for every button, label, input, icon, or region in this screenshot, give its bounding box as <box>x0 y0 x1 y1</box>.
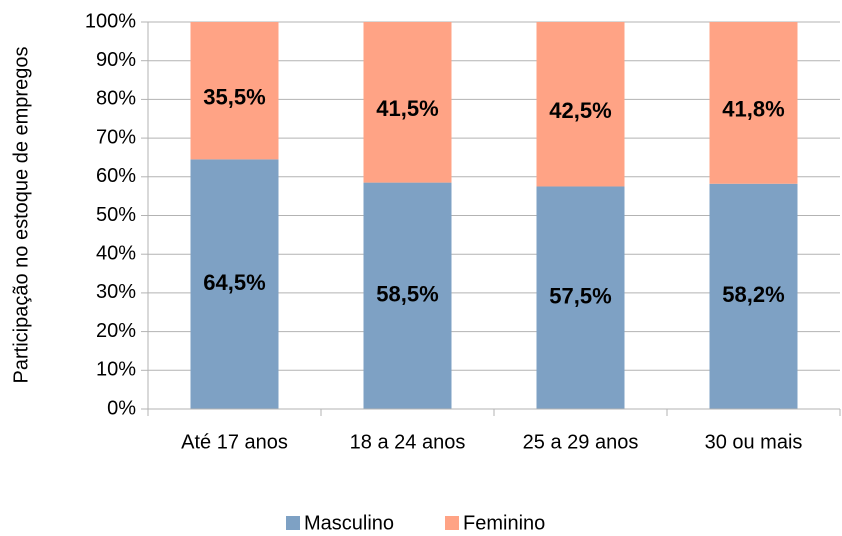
legend-swatch <box>445 516 459 530</box>
bar-segment <box>709 183 798 409</box>
y-axis-label: Participação no estoque de empregos <box>10 47 32 384</box>
bar-segment <box>709 22 798 184</box>
y-tick-label: 20% <box>96 320 136 342</box>
bar-segment <box>536 22 625 187</box>
y-tick-label: 50% <box>96 204 136 226</box>
value-label: 64,5% <box>203 270 265 295</box>
y-tick-label: 0% <box>107 397 136 419</box>
bar-segment <box>190 159 279 409</box>
bar-segment <box>363 22 452 183</box>
value-label: 35,5% <box>203 85 265 110</box>
bar-segment <box>536 186 625 409</box>
y-tick-label: 30% <box>96 281 136 303</box>
y-tick-label: 40% <box>96 242 136 264</box>
value-label: 58,5% <box>376 282 438 307</box>
y-tick-label: 80% <box>96 88 136 110</box>
bar-segment <box>190 22 279 160</box>
x-tick-label: 30 ou mais <box>705 431 803 453</box>
bar-segment <box>363 182 452 409</box>
value-label: 58,2% <box>722 282 784 307</box>
x-tick-label: 18 a 24 anos <box>350 431 466 453</box>
legend-label: Masculino <box>304 512 394 534</box>
x-tick-label: Até 17 anos <box>181 431 288 453</box>
value-label: 57,5% <box>549 284 611 309</box>
y-tick-label: 90% <box>96 49 136 71</box>
value-label: 42,5% <box>549 98 611 123</box>
y-tick-label: 60% <box>96 165 136 187</box>
x-tick-label: 25 a 29 anos <box>523 431 639 453</box>
y-tick-label: 10% <box>96 359 136 381</box>
value-label: 41,8% <box>722 97 784 122</box>
y-tick-label: 70% <box>96 126 136 148</box>
legend-swatch <box>286 516 300 530</box>
legend-label: Feminino <box>463 512 545 534</box>
y-tick-label: 100% <box>85 10 136 32</box>
value-label: 41,5% <box>376 96 438 121</box>
